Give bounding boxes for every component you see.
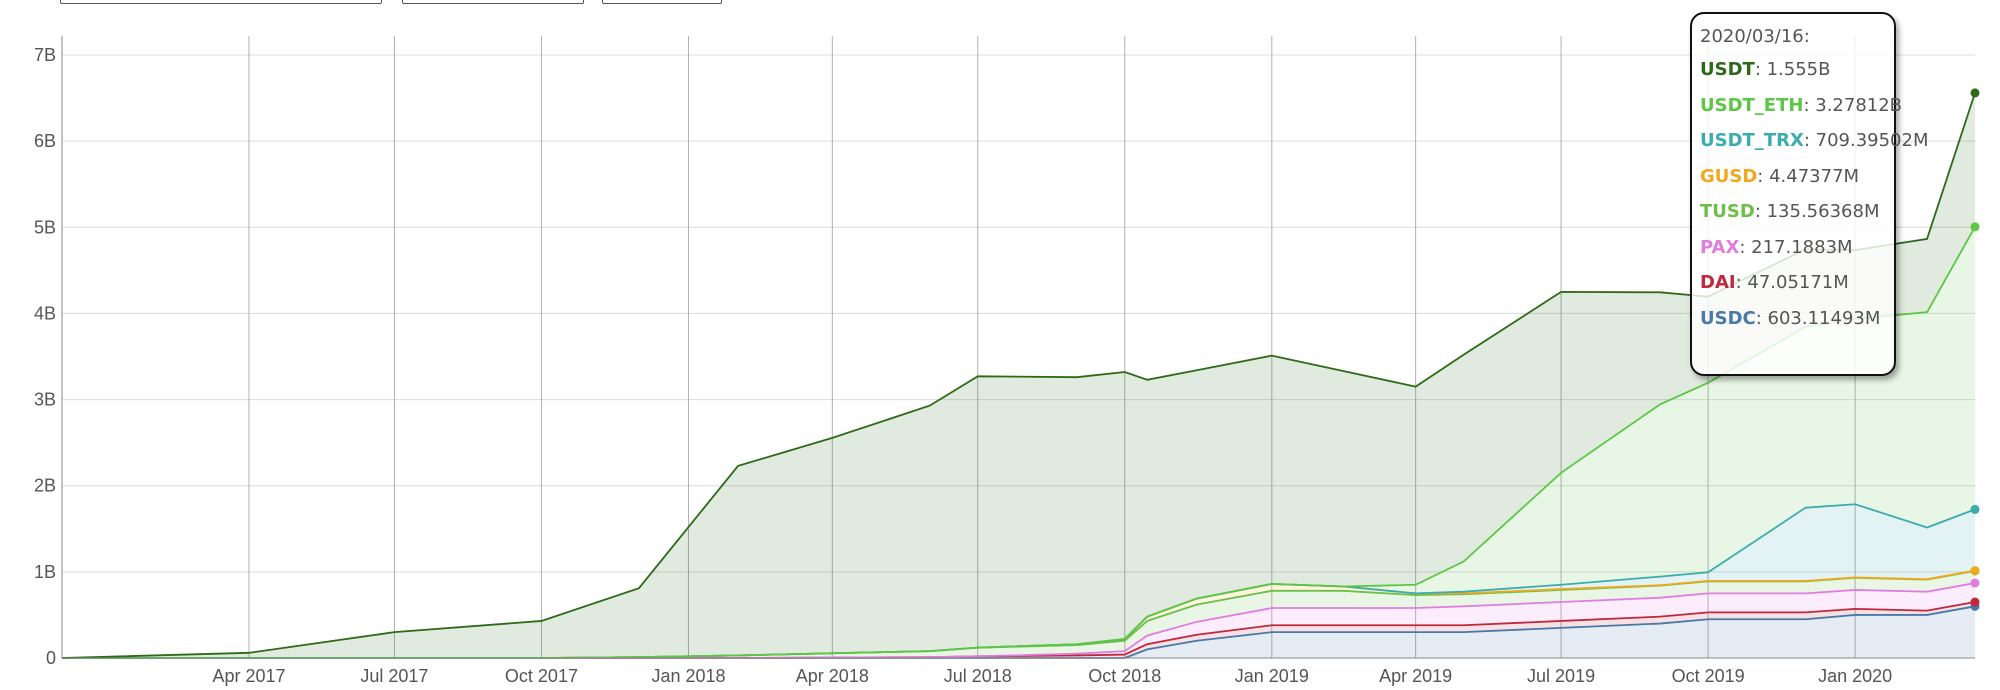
x-tick-label: Oct 2019 — [1672, 666, 1745, 686]
y-tick-label: 0 — [46, 648, 56, 668]
tooltip-series-name: USDC — [1700, 307, 1756, 329]
y-tick-label: 6B — [34, 131, 56, 151]
marker-usdt — [1970, 88, 1980, 98]
x-tick-label: Apr 2017 — [212, 666, 285, 686]
tooltip-row: PAX: 217.1883M — [1700, 230, 1886, 266]
tooltip-series-name: PAX — [1700, 236, 1740, 258]
tooltip-series-value: : 135.56368M — [1754, 201, 1880, 222]
y-tick-label: 5B — [34, 217, 56, 237]
marker-gusd — [1970, 566, 1980, 576]
marker-dai — [1970, 597, 1980, 607]
x-tick-label: Jan 2019 — [1235, 666, 1309, 686]
x-tick-label: Jan 2018 — [651, 666, 725, 686]
y-tick-label: 1B — [34, 562, 56, 582]
tooltip-series-name: TUSD — [1700, 201, 1755, 222]
marker-usdt-eth — [1970, 222, 1980, 232]
area-usdc — [62, 606, 1975, 658]
period-selector-box[interactable] — [402, 0, 584, 4]
tooltip-date: 2020/03/16: — [1700, 26, 1810, 47]
option-box[interactable] — [602, 0, 722, 4]
tooltip-series-name: USDT — [1700, 59, 1755, 80]
y-tick-label: 4B — [34, 303, 56, 323]
area-usdt — [62, 92, 1975, 659]
tooltip-row: GUSD: 4.47377M — [1700, 159, 1886, 195]
x-tick-label: Apr 2019 — [1379, 666, 1452, 686]
tooltip-series-value: : 4.47377M — [1757, 165, 1860, 187]
marker-usdt-trx — [1970, 504, 1980, 514]
tooltip: 2020/03/16: USDT: 1.555B USDT_ETH: 3.2781… — [1690, 12, 1928, 376]
x-tick-label: Jul 2019 — [1527, 666, 1595, 686]
hover-markers — [1970, 88, 1980, 611]
tooltip-series-name: GUSD — [1700, 165, 1758, 187]
x-tick-label: Jan 2020 — [1818, 666, 1892, 686]
line-usdt-eth — [62, 226, 1976, 659]
tooltip-row: USDC: 603.11493M — [1700, 301, 1886, 337]
grid — [62, 36, 1975, 658]
tooltip-row: USDT_TRX: 709.39502M — [1700, 123, 1928, 159]
tooltip-row: USDT_ETH: 3.27812B — [1700, 88, 1902, 124]
tooltip-series-value: : 3.27812B — [1803, 94, 1903, 116]
x-tick-label: Oct 2017 — [505, 666, 578, 686]
x-tick-label: Apr 2018 — [796, 666, 869, 686]
tooltip-row: TUSD: 135.56368M — [1700, 194, 1886, 230]
tooltip-rows: USDT: 1.555B USDT_ETH: 3.27812B USDT_TRX: … — [1700, 52, 1928, 337]
range-selector-box[interactable] — [60, 0, 382, 4]
y-tick-label: 2B — [34, 476, 56, 496]
tooltip-series-name: USDT_ETH — [1700, 94, 1804, 116]
x-tick-label: Oct 2018 — [1088, 666, 1161, 686]
y-tick-label: 7B — [34, 45, 56, 65]
tooltip-series-name: USDT_TRX — [1700, 130, 1804, 151]
tooltip-series-value: : 603.11493M — [1755, 307, 1881, 329]
tooltip-series-value: : 709.39502M — [1803, 130, 1929, 151]
area-usdt-eth — [62, 226, 1975, 659]
tooltip-series-name: DAI — [1700, 272, 1736, 293]
tooltip-row: USDT: 1.555B — [1700, 52, 1886, 88]
y-tick-label: 3B — [34, 390, 56, 410]
tooltip-row: DAI: 47.05171M — [1700, 265, 1886, 301]
axes: 0 1B 2B 3B 4B 5B 6B 7B Apr 2017 Jul 2017 Oct 2017 J… — [34, 36, 1975, 686]
tooltip-series-value: : 1.555B — [1754, 59, 1831, 80]
marker-pax — [1970, 578, 1980, 588]
tooltip-series-value: : 217.1883M — [1739, 236, 1853, 258]
x-tick-label: Jul 2018 — [944, 666, 1012, 686]
tooltip-series-value: : 47.05171M — [1735, 272, 1849, 293]
x-tick-label: Jul 2017 — [360, 666, 428, 686]
